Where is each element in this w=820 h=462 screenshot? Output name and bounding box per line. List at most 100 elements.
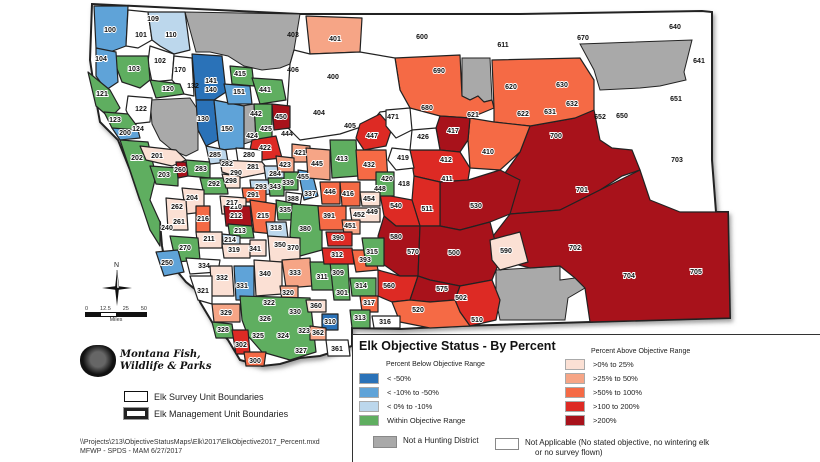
district-label-452: 452 <box>353 212 365 219</box>
district-label-325: 325 <box>252 333 264 340</box>
above-heading: Percent Above Objective Range <box>591 348 691 355</box>
district-label-611: 611 <box>497 42 508 49</box>
district-label-511: 511 <box>421 206 432 213</box>
legend-item-above-25-50: >25% to 50% <box>565 373 638 384</box>
district-label-632: 632 <box>566 101 578 108</box>
legend-label: >25% to 50% <box>593 374 638 383</box>
district-label-362: 362 <box>312 330 324 337</box>
district-label-282: 282 <box>221 161 233 168</box>
legend-swatch <box>359 415 379 426</box>
district-label-321: 321 <box>197 288 209 295</box>
legend-panel: Elk Objective Status - By Percent Percen… <box>352 334 820 462</box>
legend-item-above-100-200: >100 to 200% <box>565 401 640 412</box>
district-label-318: 318 <box>270 225 282 232</box>
district-label-103: 103 <box>128 66 140 73</box>
district-label-301: 301 <box>336 290 348 297</box>
district-label-312: 312 <box>331 252 343 259</box>
district-label-455: 455 <box>297 174 309 181</box>
district-label-341: 341 <box>249 246 261 253</box>
survey-boundary-label: Elk Survey Unit Boundaries <box>154 391 264 402</box>
district-label-104: 104 <box>95 56 107 63</box>
district-label-337: 337 <box>304 191 316 198</box>
district-label-124: 124 <box>132 126 144 133</box>
district-label-701: 701 <box>576 187 588 194</box>
district-label-418: 418 <box>398 181 410 188</box>
district-label-280: 280 <box>243 152 255 159</box>
district-label-426: 426 <box>417 134 429 141</box>
district-label-293: 293 <box>255 184 267 191</box>
district-label-530: 530 <box>470 203 482 210</box>
district-label-405: 405 <box>344 123 356 130</box>
district-label-216: 216 <box>197 216 209 223</box>
district-label-411: 411 <box>441 176 452 183</box>
district-label-454: 454 <box>363 196 375 203</box>
district-label-413: 413 <box>336 156 348 163</box>
district-label-122: 122 <box>135 106 147 113</box>
district-label-333: 333 <box>289 270 301 277</box>
district-label-201: 201 <box>151 153 163 160</box>
district-label-329: 329 <box>220 310 232 317</box>
district-label-448: 448 <box>374 186 386 193</box>
district-label-620: 620 <box>505 84 517 91</box>
district-label-390: 390 <box>332 235 344 242</box>
legend-label: < -10% to -50% <box>387 388 439 397</box>
legend-label: >50% to 100% <box>593 388 642 397</box>
district-label-560: 560 <box>383 283 395 290</box>
district-label-261: 261 <box>173 219 185 226</box>
district-label-641: 641 <box>693 58 705 65</box>
legend-label: < -50% <box>387 374 411 383</box>
credit-line: MFWP - SPDS - MAM 6/27/2017 <box>80 448 183 455</box>
legend-item-below-50: < -50% <box>359 373 411 384</box>
logo-line-1: Montana Fish, <box>120 349 201 360</box>
district-label-340: 340 <box>259 271 271 278</box>
management-boundary-label: Elk Management Unit Boundaries <box>154 408 289 419</box>
district-label-300: 300 <box>249 358 261 365</box>
legend-item-not-hunting: Not a Hunting District <box>373 436 479 448</box>
district-label-170: 170 <box>174 67 186 74</box>
district-label-141: 141 <box>205 78 217 85</box>
district-label-343: 343 <box>269 184 281 191</box>
district-label-215: 215 <box>257 213 269 220</box>
district-label-444: 444 <box>281 131 293 138</box>
eastern-regions <box>377 54 731 329</box>
district-label-262: 262 <box>171 204 183 211</box>
legend-swatch <box>359 401 379 412</box>
district-label-680: 680 <box>421 105 433 112</box>
district-label-284: 284 <box>269 171 281 178</box>
district-label-570: 570 <box>407 249 419 256</box>
district-label-285: 285 <box>209 152 221 159</box>
district-label-704: 704 <box>623 273 635 280</box>
district-label-600: 600 <box>416 34 428 41</box>
district-label-502: 502 <box>455 295 467 302</box>
district-label-423: 423 <box>279 162 291 169</box>
logo-text: Montana Fish, Wildlife & Parks <box>120 349 211 373</box>
district-label-450: 450 <box>275 114 287 121</box>
district-label-302: 302 <box>235 342 247 349</box>
district-label-327: 327 <box>295 348 307 355</box>
district-label-622: 622 <box>517 111 529 118</box>
district-label-311: 311 <box>316 274 327 281</box>
logo-line-2: Wildlife & Parks <box>120 361 212 372</box>
district-label-130: 130 <box>197 116 209 123</box>
district-label-151: 151 <box>233 89 245 96</box>
district-label-380: 380 <box>299 226 311 233</box>
district-label-360: 360 <box>310 303 322 310</box>
district-label-214: 214 <box>224 237 236 244</box>
legend-item-not-applicable: Not Applicable (No stated objective, no … <box>495 438 709 458</box>
district-label-332: 332 <box>216 275 228 282</box>
legend-label: < 0% to -10% <box>387 402 433 411</box>
district-label-393: 393 <box>359 257 371 264</box>
district-label-324: 324 <box>277 333 289 340</box>
legend-label: Not a Hunting District <box>403 436 479 445</box>
district-label-640: 640 <box>669 24 681 31</box>
central-regions <box>275 139 401 329</box>
district-label-421: 421 <box>294 150 306 157</box>
district-label-260: 260 <box>174 167 186 174</box>
district-label-425: 425 <box>260 126 272 133</box>
district-label-319: 319 <box>228 247 240 254</box>
district-label-416: 416 <box>342 191 354 198</box>
western-regions <box>87 5 351 367</box>
legend-swatch <box>565 359 585 370</box>
compass-rose-icon <box>102 269 132 306</box>
